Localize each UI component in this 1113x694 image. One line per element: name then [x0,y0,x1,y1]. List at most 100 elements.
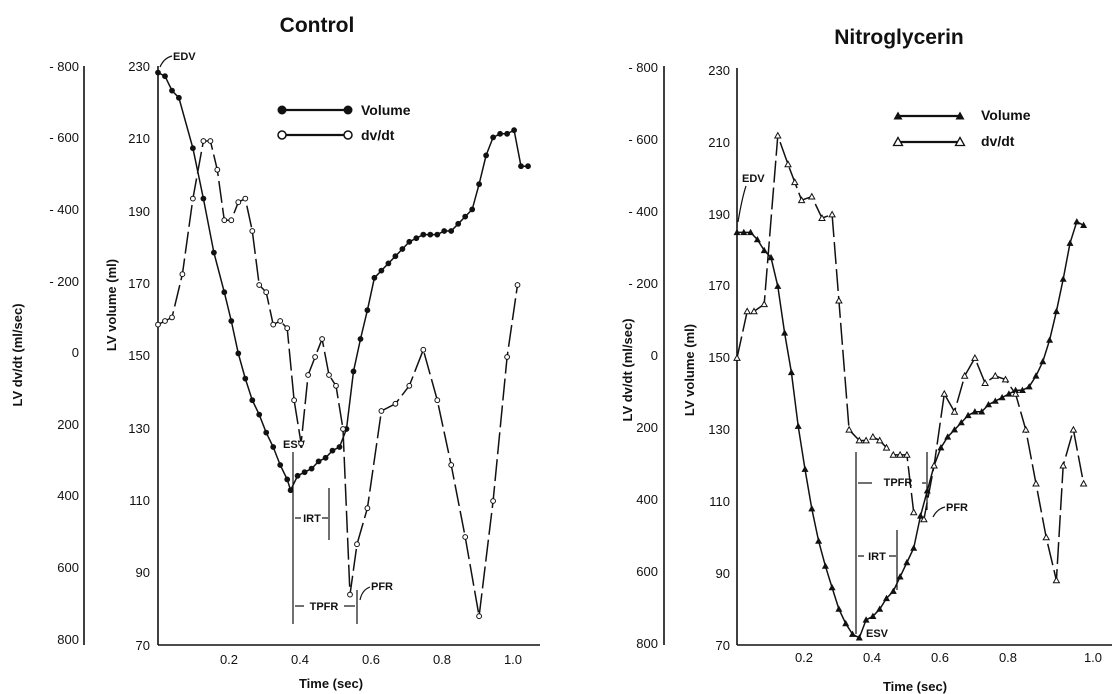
data-point-dvdt [950,407,959,415]
legend: Volume dv/dt [277,102,411,143]
chart-nitroglycerin: Nitroglycerin - 800 - 600 - 400 - 200 0 … [620,26,1112,694]
data-point-volume [392,253,399,260]
data-point-dvdt [354,541,360,548]
data-point-dvdt [807,192,816,200]
data-point-volume [162,73,168,80]
dvdt-tick-label: - 800 [628,60,658,75]
volume-tick-label: 210 [128,131,150,146]
data-point-volume [740,228,748,236]
data-point-volume [1073,218,1081,225]
dvdt-tick-label: 200 [636,420,658,435]
annotation-irt: IRT [303,513,321,525]
dvdt-tick-label: - 800 [49,59,79,74]
data-point-dvdt [1021,425,1030,433]
data-point-dvdt [909,508,918,516]
data-point-dvdt [790,178,799,186]
data-point-dvdt [743,307,752,315]
data-point-volume [287,487,294,494]
data-point-dvdt [263,289,270,296]
data-point-volume [284,476,291,483]
legend-marker-dvdt [954,136,966,147]
data-point-volume [876,605,884,612]
data-point-dvdt [869,432,877,440]
x-tick-label: 1.0 [1084,650,1102,665]
dvdt-tick-label: 600 [636,564,658,579]
data-point-volume [1005,390,1013,397]
data-point-volume [413,235,420,242]
legend-marker-dvdt [892,136,904,147]
data-point-dvdt [1032,479,1040,487]
data-point-dvdt [1011,389,1020,397]
x-tick-label: 0.4 [291,652,309,667]
data-point-dvdt [277,318,284,324]
data-point-volume [455,220,462,227]
chart-title: Nitroglycerin [834,26,964,49]
data-point-volume [469,206,476,213]
data-point-volume [357,336,364,342]
series-layer [155,69,531,620]
data-point-volume [950,426,959,433]
data-point-dvdt [155,321,161,328]
dvdt-tick-label: - 200 [628,276,658,291]
data-point-dvdt [249,228,256,234]
volume-tick-labels: 230 210 190 170 150 130 110 90 70 [128,59,150,653]
pfr-pointer [932,506,946,518]
data-point-volume [420,231,427,238]
data-point-volume [774,282,782,289]
data-point-volume [378,267,385,274]
data-point-volume [399,246,406,252]
data-point-volume [991,397,999,404]
dvdt-tick-label: 800 [57,632,79,647]
legend-marker-volume [955,111,965,120]
data-point-volume [869,612,877,620]
data-point-dvdt [750,307,758,315]
data-point-dvdt [490,498,497,504]
data-point-dvdt [773,131,782,139]
data-point-volume [434,231,441,238]
data-point-volume [760,246,768,254]
data-point-dvdt [228,217,235,224]
dvdt-tick-label: - 400 [49,202,79,217]
legend-marker-volume [343,105,353,115]
data-point-dvdt [476,613,483,620]
volume-tick-label: 110 [129,493,150,508]
annotation-pfr: PFR [371,581,393,593]
data-point-volume [747,228,755,236]
data-point-volume [882,594,891,602]
volume-tick-label: 190 [708,207,730,222]
data-point-volume [753,235,761,243]
x-tick-label: 0.6 [931,650,949,665]
data-point-dvdt [162,318,168,324]
data-point-volume [301,469,308,476]
data-point-volume [169,87,175,94]
data-point-dvdt [298,440,305,447]
x-tick-label: 0.4 [863,650,881,665]
data-point-volume [210,249,217,256]
data-point-dvdt [326,372,332,378]
legend-label-dvdt: dv/dt [981,133,1015,149]
data-point-volume [910,544,918,551]
data-point-dvdt [340,426,346,432]
data-point-volume [821,562,829,569]
data-point-dvdt [434,397,441,404]
data-point-volume [504,130,510,137]
data-point-dvdt [364,505,371,512]
data-point-volume [497,130,503,137]
data-point-volume [294,472,301,479]
x-tick-labels: 0.2 0.4 0.6 0.8 1.0 [220,652,522,667]
dvdt-tick-label: 0 [651,348,658,363]
data-point-dvdt [835,296,843,304]
data-point-volume [978,408,986,415]
x-axis-label: Time (sec) [299,676,363,691]
data-point-volume [733,228,741,236]
data-point-volume [781,329,789,336]
pfr-pointer [359,586,371,601]
data-point-dvdt [940,389,949,397]
data-point-dvdt [190,195,196,202]
volume-axis-label: LV volume (ml) [104,259,119,351]
data-point-volume [385,260,392,267]
data-point-volume [1039,357,1047,365]
data-point-volume [1032,372,1040,379]
data-point-volume [235,350,242,357]
data-point-volume [329,447,336,454]
